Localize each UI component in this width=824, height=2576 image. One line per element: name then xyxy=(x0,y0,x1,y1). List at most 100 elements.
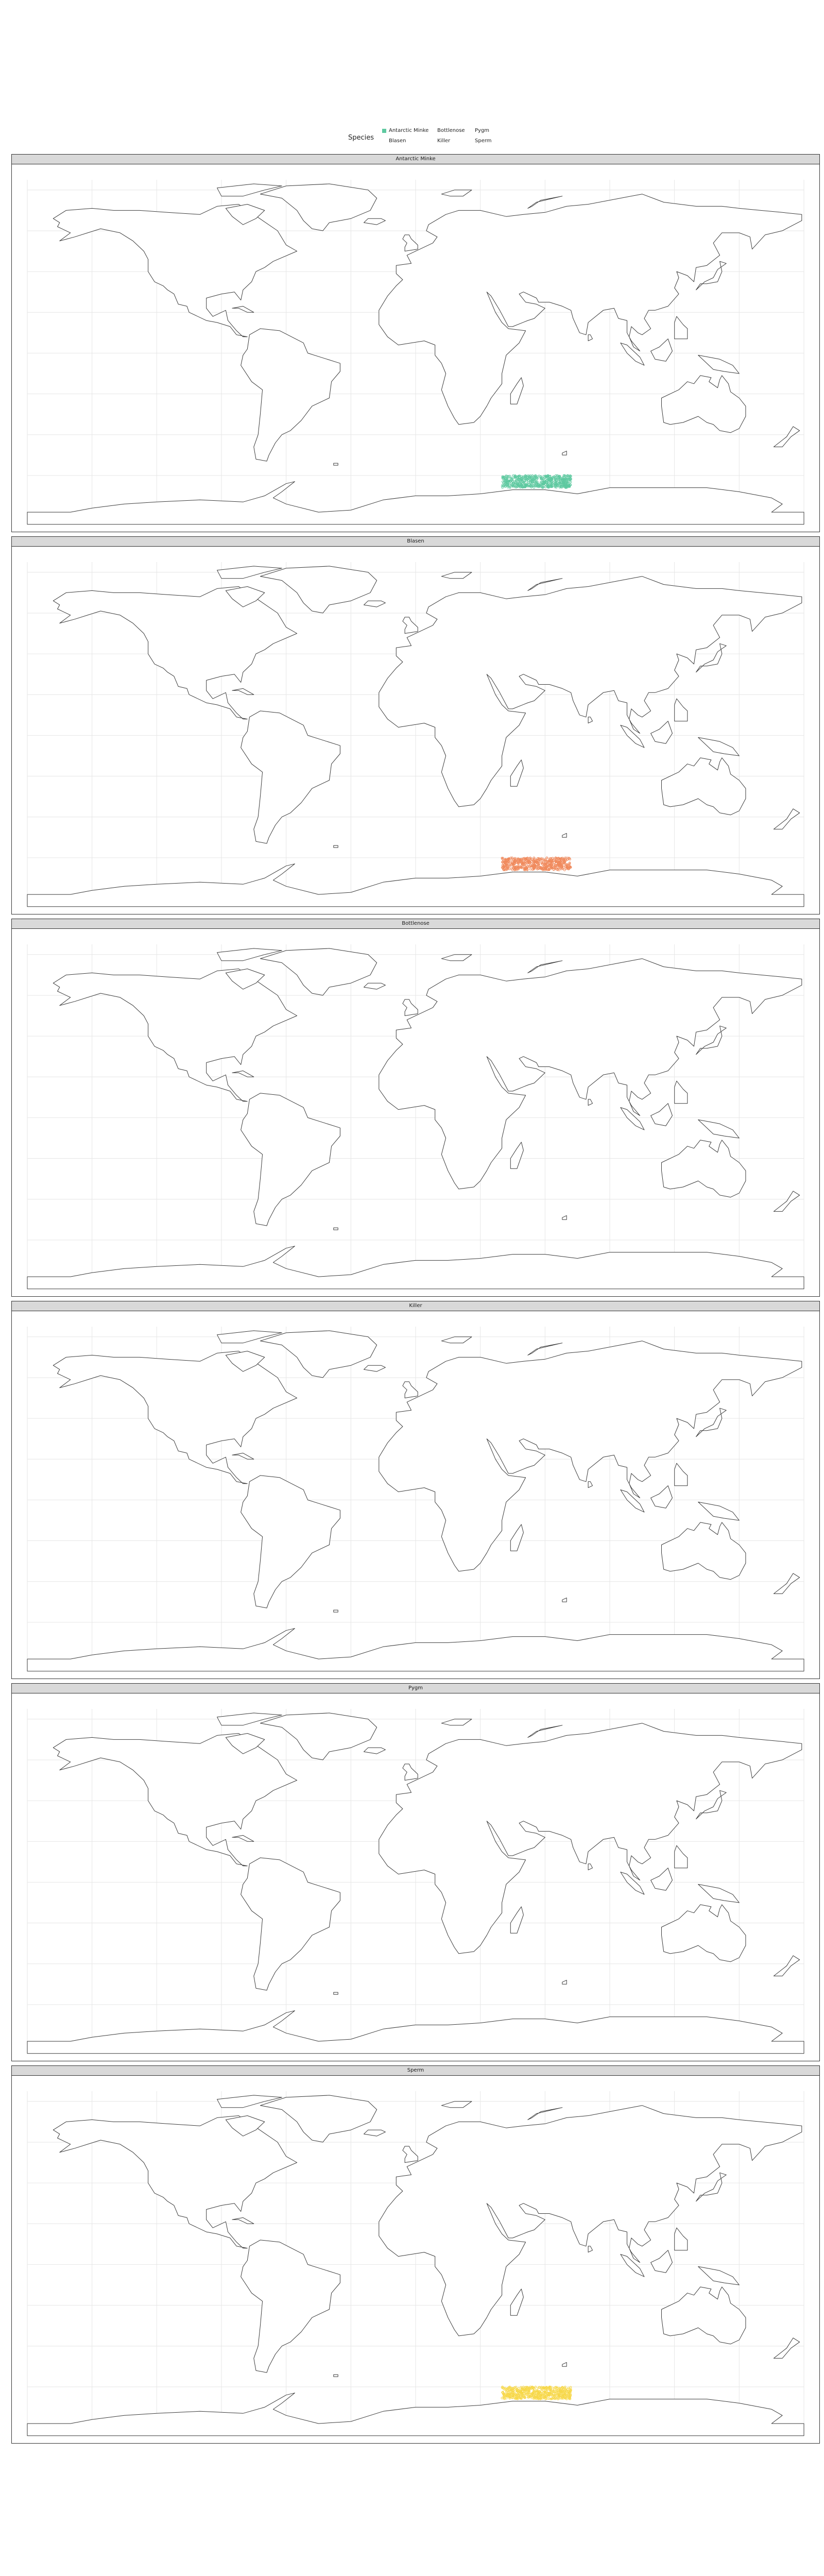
sighting-point xyxy=(536,857,539,860)
sighting-point xyxy=(511,2396,513,2399)
sighting-point xyxy=(540,478,542,481)
iceland-landmass xyxy=(364,2129,386,2137)
world-map xyxy=(27,2091,804,2436)
south-america-landmass xyxy=(241,1475,340,1608)
world-map xyxy=(27,944,804,1290)
australia-landmass xyxy=(661,757,746,816)
sighting-point xyxy=(530,862,533,865)
legend-item: Killer xyxy=(431,138,450,145)
borneo-landmass xyxy=(650,338,673,362)
sighting-point xyxy=(569,474,572,477)
sighting-point xyxy=(563,858,565,861)
antarctica-landmass xyxy=(27,863,804,907)
sighting-point xyxy=(555,2386,558,2389)
new-guinea-landmass xyxy=(698,2266,740,2285)
sighting-point xyxy=(508,479,511,482)
sighting-point xyxy=(551,865,554,868)
sighting-point xyxy=(546,2392,548,2395)
sighting-point xyxy=(540,861,543,864)
facet-panel-group: Blasen xyxy=(11,536,820,914)
sighting-point xyxy=(546,474,549,477)
sighting-point xyxy=(558,2389,561,2393)
sighting-point xyxy=(549,860,552,863)
ellesmere-island-landmass xyxy=(217,1330,282,1344)
sighting-point xyxy=(561,2395,564,2398)
sighting-point xyxy=(546,869,550,871)
sighting-point xyxy=(517,862,520,865)
svalbard-landmass xyxy=(441,572,472,579)
sumatra-landmass xyxy=(620,2254,645,2277)
sighting-point xyxy=(511,2387,514,2390)
sighting-point xyxy=(512,861,516,864)
sighting-point xyxy=(560,857,563,860)
greenland-landmass xyxy=(260,183,377,231)
sighting-point xyxy=(535,2397,538,2400)
madagascar-landmass xyxy=(510,1524,524,1551)
australia-landmass xyxy=(661,1140,746,1198)
sighting-point xyxy=(514,868,518,871)
sighting-point xyxy=(521,863,523,866)
sighting-point xyxy=(523,477,526,479)
svalbard-landmass xyxy=(441,954,472,961)
sighting-point xyxy=(524,861,527,865)
sighting-point xyxy=(563,2397,566,2399)
sighting-point xyxy=(560,485,563,488)
japan-landmass xyxy=(696,1025,727,1055)
sighting-point xyxy=(536,868,539,871)
japan-landmass xyxy=(696,261,727,291)
land-layer xyxy=(27,1330,804,1672)
sighting-point xyxy=(554,2397,557,2400)
sighting-point xyxy=(564,485,568,488)
new-guinea-landmass xyxy=(698,737,740,756)
world-map xyxy=(27,1327,804,1672)
sighting-point xyxy=(524,2391,527,2394)
sighting-point xyxy=(512,858,516,860)
africa-eurasia-landmass xyxy=(379,958,802,1190)
legend-item: Blasen xyxy=(382,138,406,145)
sighting-point xyxy=(505,474,508,478)
sighting-point xyxy=(511,484,513,487)
sighting-point xyxy=(566,2388,570,2391)
sighting-point xyxy=(511,480,514,483)
sighting-point xyxy=(501,485,504,487)
sighting-point xyxy=(569,481,572,483)
new-zealand-landmass xyxy=(773,1573,800,1594)
sighting-point xyxy=(521,860,523,862)
africa-eurasia-landmass xyxy=(379,576,802,807)
sighting-point xyxy=(569,478,572,481)
sighting-point xyxy=(538,865,540,867)
sighting-point xyxy=(512,2386,516,2389)
sighting-point xyxy=(534,2393,536,2396)
sighting-point xyxy=(517,859,520,862)
sighting-point xyxy=(554,2386,557,2388)
sighting-point xyxy=(564,2385,566,2388)
antarctica-landmass xyxy=(27,481,804,525)
sighting-point xyxy=(551,2388,554,2392)
sighting-point xyxy=(502,477,504,480)
sighting-point xyxy=(543,2387,546,2390)
legend-item: Sperm xyxy=(468,138,492,145)
sighting-point xyxy=(516,479,519,482)
sighting-point xyxy=(546,862,548,865)
borneo-landmass xyxy=(650,1485,673,1509)
legend-item: Antarctic Minke xyxy=(382,128,428,135)
sighting-point xyxy=(522,481,525,483)
africa-eurasia-landmass xyxy=(379,2105,802,2336)
sighting-point xyxy=(538,2392,540,2395)
sighting-point xyxy=(557,2389,560,2393)
sighting-point xyxy=(506,860,509,862)
sighting-point xyxy=(561,481,564,484)
cuba-landmass xyxy=(232,688,254,695)
africa-eurasia-landmass xyxy=(379,1341,802,1572)
sighting-point xyxy=(543,863,546,866)
sighting-point xyxy=(551,860,554,862)
sighting-point xyxy=(515,475,518,478)
sighting-points xyxy=(501,474,572,489)
sighting-point xyxy=(569,2386,572,2388)
new-zealand-landmass xyxy=(773,426,800,447)
sighting-point xyxy=(562,483,564,486)
sighting-point xyxy=(516,2389,519,2392)
sighting-point xyxy=(514,2393,517,2395)
novaya-zemlya-landmass xyxy=(527,2107,563,2120)
sighting-point xyxy=(554,478,556,481)
